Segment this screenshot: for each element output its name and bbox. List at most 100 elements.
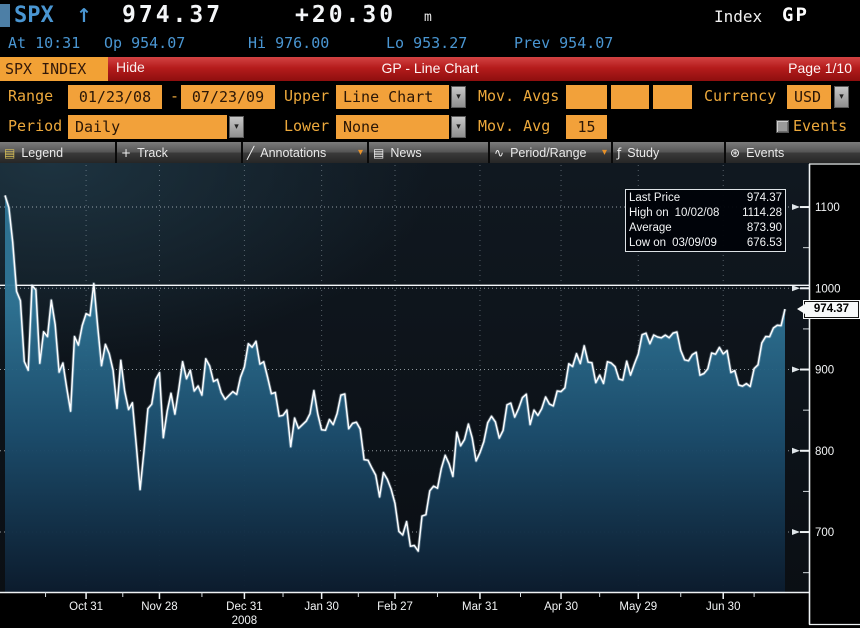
security-type-label: Index xyxy=(714,7,763,26)
price-change: +20.30 xyxy=(295,2,397,28)
hide-button[interactable]: Hide xyxy=(116,59,145,75)
quote-open: Op 954.07 xyxy=(104,34,186,52)
y-tick-arrow xyxy=(792,447,800,454)
annotations-icon: ╱ xyxy=(247,145,255,160)
price-area xyxy=(5,195,785,592)
upper-dropdown-button[interactable]: ▾ xyxy=(451,86,466,108)
up-arrow-icon: ↑ xyxy=(76,5,92,27)
mov-avg-label: Mov. Avg xyxy=(478,117,551,135)
upper-label: Upper xyxy=(284,87,330,105)
events-label: Events xyxy=(793,117,848,135)
mov-avg-input-1[interactable] xyxy=(566,85,607,109)
price-chart[interactable]: 1100 1000 900 800 700 Oct 31 Nov 28 Dec 31 2008 J… xyxy=(0,163,860,628)
events-icon: ⊛ xyxy=(730,145,741,160)
lower-dropdown-button[interactable]: ▾ xyxy=(451,116,466,138)
x-tick-label: May 29 xyxy=(619,601,657,613)
command-bar: GP - Line Chart SPX INDEX Hide Page 1/10 xyxy=(0,57,860,81)
chevron-down-icon[interactable]: ▾ xyxy=(601,147,607,158)
x-tick-label: Dec 31 xyxy=(226,601,262,613)
y-tick-arrow xyxy=(792,285,800,292)
news-icon: ▤ xyxy=(373,145,385,160)
study-icon: ƒ xyxy=(617,145,622,160)
control-row-period: Period Daily ▾ Lower None ▾ Mov. Avg 15 … xyxy=(0,115,860,140)
last-price: 974.37 xyxy=(122,2,224,28)
x-tick-label: Apr 30 xyxy=(544,601,578,613)
legend-icon: ▤ xyxy=(4,145,16,160)
toolbar-button-track[interactable]: + Track xyxy=(117,142,241,163)
quote-time: At 10:31 xyxy=(8,34,81,52)
ticker-symbol: SPX xyxy=(14,3,54,28)
toolbar-button-label: Track xyxy=(137,145,168,160)
mov-avg-input-3[interactable] xyxy=(653,85,692,109)
toolbar-button-study[interactable]: ƒ Study xyxy=(613,142,724,163)
events-checkbox[interactable] xyxy=(776,120,789,133)
x-tick-label: Feb 27 xyxy=(377,601,413,613)
toolbar-button-label: News xyxy=(390,145,422,160)
toolbar-button-label: Annotations xyxy=(260,145,327,160)
upper-select[interactable]: Line Chart xyxy=(336,85,449,109)
toolbar-button-label: Study xyxy=(627,145,660,160)
toolbar-button-label: Legend xyxy=(21,145,64,160)
legend-row-average: Average 873.90 xyxy=(629,221,782,234)
title-bar: SPX ↑ 974.37 +20.30 m Index GP xyxy=(0,0,860,32)
toolbar-button-news[interactable]: ▤ News xyxy=(369,142,488,163)
function-code: GP xyxy=(782,4,809,26)
cursor-block xyxy=(0,4,10,27)
toolbar-button-label: Period/Range xyxy=(510,145,587,160)
range-start-input[interactable]: 01/23/08 xyxy=(68,85,162,109)
market-indicator: m xyxy=(424,10,432,25)
control-row-range: Range 01/23/08 - 07/23/09 Upper Line Cha… xyxy=(0,85,860,110)
x-tick-label: Jun 30 xyxy=(706,601,741,613)
mov-avg-period-input[interactable]: 15 xyxy=(566,115,607,139)
period-select[interactable]: Daily xyxy=(68,115,227,139)
legend-row-high: High on 10/02/08 1114.28 xyxy=(629,207,782,220)
page-indicator: Page 1/10 xyxy=(788,60,852,76)
y-tick-arrow xyxy=(792,529,800,536)
legend-row-low: Low on 03/09/09 676.53 xyxy=(629,236,782,249)
chart-panel: 1100 1000 900 800 700 Oct 31 Nov 28 Dec 31 2008 J… xyxy=(0,163,860,628)
x-tick-label: Nov 28 xyxy=(141,601,177,613)
range-dash: - xyxy=(170,87,180,105)
price-line xyxy=(4,195,786,552)
y-tick-label: 700 xyxy=(815,527,834,539)
chevron-down-icon[interactable]: ▾ xyxy=(357,147,363,158)
lower-label: Lower xyxy=(284,117,330,135)
chart-title: GP - Line Chart xyxy=(381,60,479,76)
quote-line: At 10:31 Op 954.07 Hi 976.00 Lo 953.27 P… xyxy=(0,32,860,56)
ticker-chip[interactable]: SPX INDEX xyxy=(0,57,108,81)
range-label: Range xyxy=(8,87,54,105)
legend-row-last-price: Last Price 974.37 xyxy=(629,192,782,205)
quote-prev: Prev 954.07 xyxy=(514,34,614,52)
y-axis-strip xyxy=(809,163,860,628)
period-label: Period xyxy=(8,117,63,135)
chart-toolbar: ▤ Legend + Track ╱ Annotations ▾ ▤ News ∿ Period/R… xyxy=(0,142,860,163)
y-tick-arrow xyxy=(792,204,800,211)
period-dropdown-button[interactable]: ▾ xyxy=(229,116,244,138)
toolbar-button-label: Events xyxy=(746,145,785,160)
period-range-icon: ∿ xyxy=(494,145,505,160)
track-icon: + xyxy=(121,145,132,160)
range-end-input[interactable]: 07/23/09 xyxy=(181,85,275,109)
x-axis-strip xyxy=(0,592,860,628)
quote-low: Lo 953.27 xyxy=(386,34,468,52)
toolbar-button-events[interactable]: ⊛ Events xyxy=(726,142,860,163)
x-tick-label: Oct 31 xyxy=(69,601,103,613)
y-tick-label: 800 xyxy=(815,446,834,458)
x-year-label: 2008 xyxy=(232,615,258,627)
toolbar-button-period-range[interactable]: ∿ Period/Range ▾ xyxy=(490,142,611,163)
y-tick-arrow xyxy=(792,366,800,373)
x-tick-label: Mar 31 xyxy=(462,601,498,613)
chart-legend-box: Last Price 974.37 High on 10/02/08 1114.… xyxy=(625,189,786,252)
currency-dropdown-button[interactable]: ▾ xyxy=(834,86,849,108)
toolbar-button-annotations[interactable]: ╱ Annotations ▾ xyxy=(243,142,367,163)
y-tick-label: 1000 xyxy=(815,283,841,295)
mov-avgs-label: Mov. Avgs xyxy=(478,87,560,105)
last-price-axis-tag: 974.37 xyxy=(797,300,859,318)
currency-label: Currency xyxy=(704,87,777,105)
lower-select[interactable]: None xyxy=(336,115,449,139)
toolbar-button-legend[interactable]: ▤ Legend xyxy=(0,142,115,163)
currency-select[interactable]: USD xyxy=(787,85,831,109)
y-tick-label: 900 xyxy=(815,365,834,377)
mov-avg-input-2[interactable] xyxy=(611,85,649,109)
